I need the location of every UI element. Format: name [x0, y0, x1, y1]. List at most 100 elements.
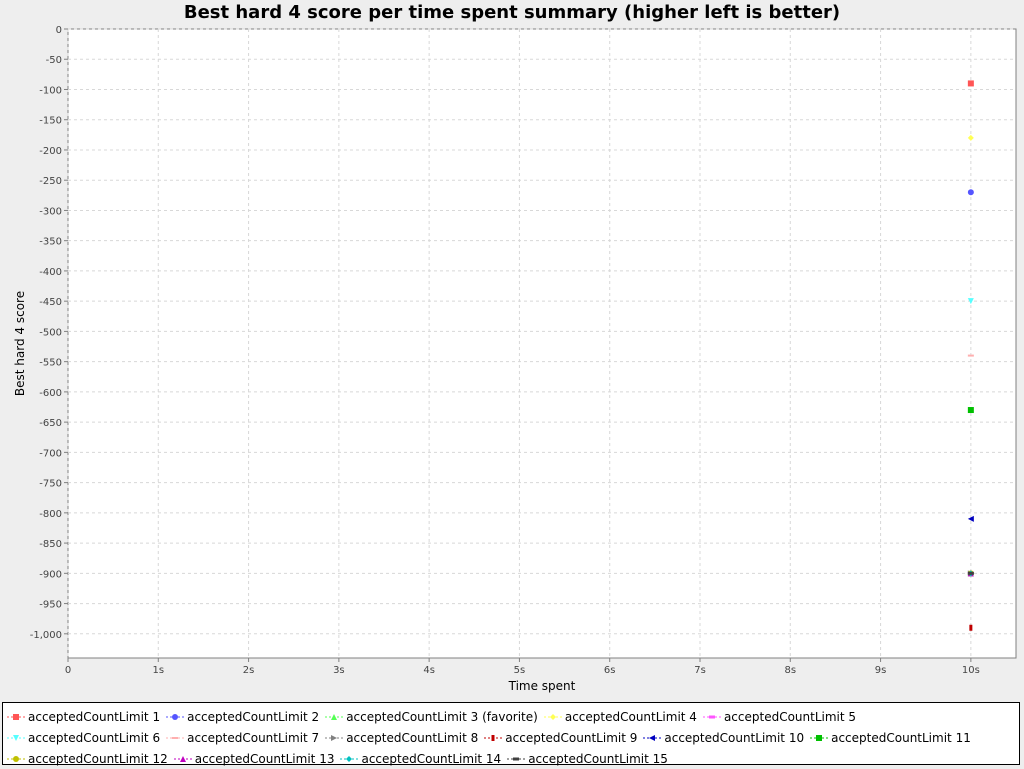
- x-tick-label: 4s: [423, 665, 435, 676]
- x-tick-label: 2s: [243, 665, 255, 676]
- legend-item: acceptedCountLimit 5: [702, 706, 857, 727]
- y-tick-label: -950: [39, 600, 62, 611]
- legend-label: acceptedCountLimit 13: [194, 751, 335, 766]
- legend-item: acceptedCountLimit 15: [507, 748, 668, 769]
- legend-item: acceptedCountLimit 1: [7, 706, 160, 727]
- legend-marker: [172, 713, 179, 720]
- x-tick-label: 0: [65, 665, 71, 676]
- legend-marker: [491, 734, 495, 741]
- data-point-series-4: [967, 134, 974, 141]
- legend-marker: [649, 734, 656, 741]
- legend-item: acceptedCountLimit 14: [340, 748, 501, 769]
- y-tick-label: -650: [39, 418, 62, 429]
- y-tick-label: 0: [56, 25, 62, 36]
- legend-item: acceptedCountLimit 3 (favorite): [325, 706, 538, 727]
- y-tick-label: -600: [39, 388, 62, 399]
- legend-marker-icon: [484, 734, 503, 741]
- legend-label: acceptedCountLimit 8: [346, 730, 479, 745]
- legend-marker-icon: [7, 734, 25, 741]
- legend-marker: [331, 713, 338, 720]
- x-tick-label: 6s: [604, 665, 616, 676]
- legend-item: acceptedCountLimit 6: [7, 727, 160, 748]
- y-tick-label: -300: [39, 206, 62, 217]
- y-tick-label: -150: [39, 116, 62, 127]
- x-axis-label: Time spent: [508, 679, 576, 693]
- x-tick-label: 8s: [784, 665, 796, 676]
- data-points: [967, 80, 974, 631]
- chart-legend: acceptedCountLimit 1 acceptedCountLimit 2…: [2, 702, 1020, 766]
- data-point-series-9: [969, 624, 973, 631]
- y-tick-label: -500: [39, 327, 62, 338]
- y-tick-label: -800: [39, 509, 62, 520]
- legend-item: acceptedCountLimit 2: [166, 706, 319, 727]
- data-point-series-2: [967, 189, 974, 196]
- legend-marker-icon: [7, 755, 25, 762]
- y-tick-label: -1,000: [30, 630, 62, 641]
- data-point-series-6: [967, 298, 974, 305]
- legend-item: acceptedCountLimit 13: [173, 748, 335, 769]
- y-tick-label: -750: [39, 479, 62, 490]
- legend-label: acceptedCountLimit 15: [528, 751, 668, 766]
- legend-marker-icon: [543, 713, 562, 720]
- x-tick-label: 9s: [875, 665, 887, 676]
- legend-marker-icon: [173, 755, 192, 762]
- x-tick-label: 5s: [514, 665, 526, 676]
- legend-label: acceptedCountLimit 12: [28, 751, 168, 766]
- y-tick-label: -100: [39, 85, 62, 96]
- legend-label: acceptedCountLimit 14: [361, 751, 502, 766]
- legend-item: acceptedCountLimit 8: [325, 727, 478, 748]
- legend-label: acceptedCountLimit 11: [831, 730, 971, 745]
- chart-title: Best hard 4 score per time spent summary…: [183, 2, 841, 23]
- y-axis-label: Best hard 4 score: [13, 291, 27, 396]
- legend-item: acceptedCountLimit 9: [484, 727, 637, 748]
- grid-lines: [67, 28, 1016, 658]
- legend-marker: [513, 757, 520, 760]
- legend-marker-icon: [325, 734, 344, 741]
- legend-label: acceptedCountLimit 4: [564, 709, 697, 724]
- y-tick-label: -50: [46, 55, 62, 66]
- legend-marker: [816, 734, 823, 741]
- legend-item: acceptedCountLimit 10: [643, 727, 804, 748]
- y-tick-label: -350: [39, 237, 62, 248]
- legend-label: acceptedCountLimit 6: [28, 730, 161, 745]
- data-point-series-10: [967, 515, 974, 522]
- x-tick-label: 1s: [152, 665, 164, 676]
- legend-marker-icon: [643, 734, 662, 741]
- x-tick-label: 10s: [962, 665, 980, 676]
- y-tick-label: -400: [39, 267, 62, 278]
- legend-item: acceptedCountLimit 12: [7, 748, 168, 769]
- legend-marker-icon: [340, 755, 359, 762]
- y-tick-label: -700: [39, 448, 62, 459]
- chart-plot: 0 -50 -100 -150 -200 -250 -300 -350 -400 -450 -500…: [13, 25, 1017, 693]
- legend-marker-icon: [810, 734, 829, 741]
- plot-area: [67, 28, 1017, 659]
- data-point-series-11: [967, 407, 974, 414]
- y-tick-label: -200: [39, 146, 62, 157]
- legend-marker: [346, 755, 353, 762]
- data-point-series-15: [967, 571, 974, 575]
- legend-marker: [13, 755, 19, 762]
- legend-marker: [172, 736, 179, 739]
- legend-label: acceptedCountLimit 2: [187, 709, 320, 724]
- legend-label: acceptedCountLimit 9: [505, 730, 638, 745]
- legend-label: acceptedCountLimit 5: [723, 709, 857, 724]
- x-tick-label: 3s: [333, 665, 345, 676]
- legend-label: acceptedCountLimit 3 (favorite): [346, 709, 538, 724]
- legend-item: acceptedCountLimit 4: [543, 706, 697, 727]
- legend-marker-icon: [507, 757, 526, 760]
- legend-marker-icon: [7, 713, 25, 720]
- legend-label: acceptedCountLimit 10: [664, 730, 805, 745]
- legend-label: acceptedCountLimit 7: [187, 730, 320, 745]
- legend-marker: [708, 715, 715, 718]
- legend-marker: [179, 755, 186, 762]
- legend-marker-icon: [702, 715, 721, 718]
- axes: 0 -50 -100 -150 -200 -250 -300 -350 -400 -450 -500…: [30, 25, 980, 676]
- legend-marker-icon: [166, 736, 185, 739]
- legend-item: acceptedCountLimit 7: [166, 727, 319, 748]
- legend-marker: [13, 734, 19, 741]
- legend-label: acceptedCountLimit 1: [28, 709, 161, 724]
- legend-marker-icon: [325, 713, 344, 720]
- x-tick-label: 7s: [694, 665, 706, 676]
- data-point-series-1: [967, 80, 974, 87]
- y-tick-label: -550: [39, 358, 62, 369]
